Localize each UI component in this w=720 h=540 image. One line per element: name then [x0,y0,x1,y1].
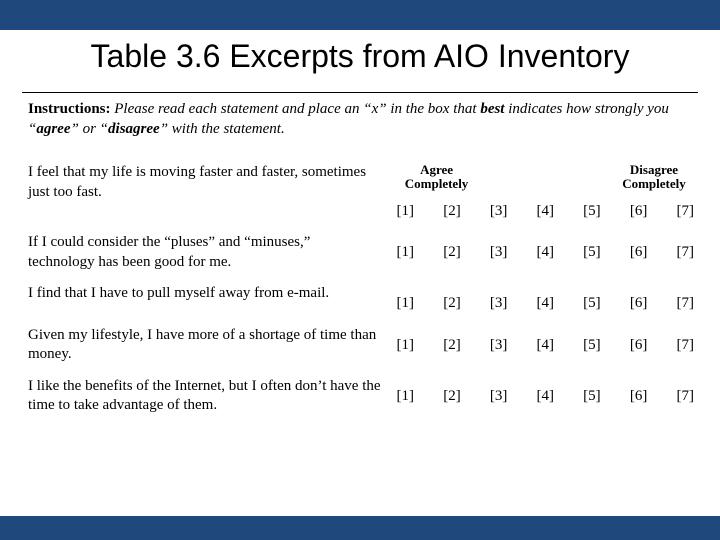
scale-box[interactable]: [1] [397,387,415,407]
instr-seg-4: ” with the statement. [160,121,285,137]
scale-box[interactable]: [7] [676,336,694,356]
scale-box[interactable]: [7] [676,243,694,263]
scale-cell-4: [1] [2] [3] [4] [5] [6] [7] [393,320,698,362]
instructions-text: Instructions: Please read each statement… [28,100,692,139]
scale-box[interactable]: [6] [630,243,648,263]
scale-box[interactable]: [6] [630,294,648,314]
scale-box[interactable]: [5] [583,294,601,314]
title-underline [22,92,698,93]
scale-box[interactable]: [4] [537,336,555,356]
scale-row-3[interactable]: [1] [2] [3] [4] [5] [6] [7] [393,284,698,314]
agree-line2: Completely [405,176,469,191]
scale-box[interactable]: [2] [443,336,461,356]
scale-row-4[interactable]: [1] [2] [3] [4] [5] [6] [7] [393,326,698,356]
instr-agree: agree [36,121,70,137]
scale-box[interactable]: [3] [490,387,508,407]
scale-box[interactable]: [1] [397,294,415,314]
scale-headers-cell: Agree Completely Disagree Completely [1]… [393,157,698,227]
statement-4: Given my lifestyle, I have more of a sho… [28,320,387,371]
instructions-body: Please read each statement and place an … [28,101,669,137]
scale-box[interactable]: [6] [630,387,648,407]
scale-box[interactable]: [7] [676,202,694,222]
scale-box[interactable]: [3] [490,336,508,356]
scale-box[interactable]: [1] [397,202,415,222]
content-area: Instructions: Please read each statement… [28,100,692,422]
scale-box[interactable]: [3] [490,294,508,314]
scale-cell-3: [1] [2] [3] [4] [5] [6] [7] [393,278,698,320]
scale-cell-2: [1] [2] [3] [4] [5] [6] [7] [393,227,698,269]
survey-grid: I feel that my life is moving faster and… [28,157,692,422]
scale-box[interactable]: [6] [630,336,648,356]
scale-box[interactable]: [5] [583,387,601,407]
scale-box[interactable]: [2] [443,202,461,222]
instr-seg-1: Please read each statement and place an … [111,101,481,117]
scale-box[interactable]: [1] [397,243,415,263]
scale-box[interactable]: [2] [443,387,461,407]
scale-header-agree: Agree Completely [397,163,477,192]
scale-box[interactable]: [5] [583,202,601,222]
header-bar [0,0,720,30]
statement-5: I like the benefits of the Internet, but… [28,371,387,422]
scale-box[interactable]: [5] [583,336,601,356]
statement-2: If I could consider the “pluses” and “mi… [28,227,387,278]
scale-header-disagree: Disagree Completely [614,163,694,192]
instr-best: best [480,101,504,117]
scale-box[interactable]: [4] [537,243,555,263]
disagree-line1: Disagree [630,162,678,177]
instructions-lead: Instructions: [28,101,111,117]
instr-seg-3: ” or “ [71,121,109,137]
scale-box[interactable]: [7] [676,387,694,407]
scale-box[interactable]: [1] [397,336,415,356]
scale-box[interactable]: [4] [537,294,555,314]
scale-box[interactable]: [2] [443,294,461,314]
statement-3: I find that I have to pull myself away f… [28,278,387,310]
instr-disagree: disagree [108,121,160,137]
scale-box[interactable]: [6] [630,202,648,222]
scale-box[interactable]: [3] [490,243,508,263]
footer-bar [0,516,720,540]
scale-box[interactable]: [3] [490,202,508,222]
scale-box[interactable]: [7] [676,294,694,314]
scale-row-5[interactable]: [1] [2] [3] [4] [5] [6] [7] [393,377,698,407]
scale-box[interactable]: [5] [583,243,601,263]
scale-row-2[interactable]: [1] [2] [3] [4] [5] [6] [7] [393,233,698,263]
agree-line1: Agree [420,162,453,177]
page-title: Table 3.6 Excerpts from AIO Inventory [0,28,720,87]
scale-box[interactable]: [4] [537,387,555,407]
disagree-line2: Completely [622,176,686,191]
scale-box[interactable]: [4] [537,202,555,222]
scale-cell-5: [1] [2] [3] [4] [5] [6] [7] [393,371,698,413]
scale-box[interactable]: [2] [443,243,461,263]
statement-1: I feel that my life is moving faster and… [28,157,387,208]
scale-headers: Agree Completely Disagree Completely [393,163,698,192]
scale-row-1[interactable]: [1] [2] [3] [4] [5] [6] [7] [393,192,698,222]
